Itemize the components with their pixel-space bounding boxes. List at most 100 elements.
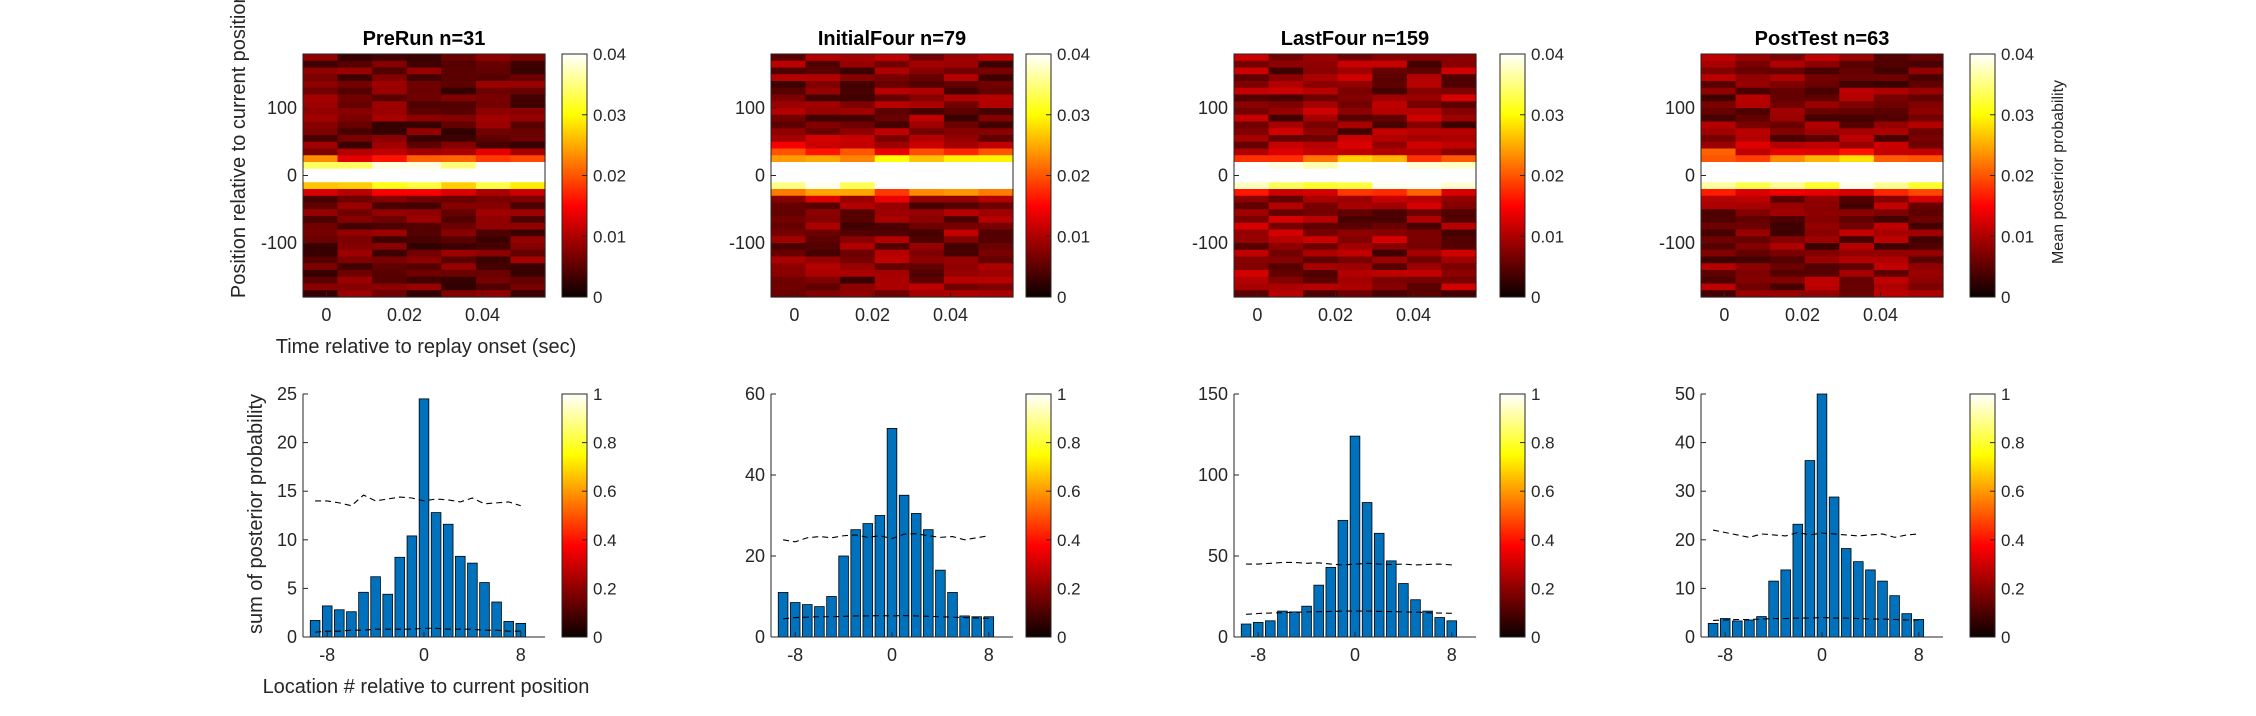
bar [503, 621, 514, 638]
heatmap-cell [475, 195, 512, 204]
heatmap-cell [1701, 283, 1737, 291]
heatmap-cell [805, 216, 841, 224]
heatmap-cell [1303, 202, 1339, 210]
heatmap-cell [978, 202, 1014, 210]
heatmap-cell [510, 74, 546, 82]
y-tick-label: 150 [1198, 384, 1228, 404]
heatmap-cell [1735, 114, 1771, 123]
heatmap-cell [1839, 60, 1875, 69]
heatmap-cell [475, 60, 512, 69]
bar [467, 562, 478, 638]
heatmap-cell [1372, 256, 1408, 264]
heatmap-cell [406, 67, 442, 75]
heatmap-cell [771, 175, 807, 183]
heatmap-cell [1735, 135, 1771, 143]
heatmap-cell [1406, 195, 1443, 204]
heatmap-cell [909, 155, 945, 163]
y-tick-label: 30 [1675, 481, 1695, 501]
upper-dashed-line [315, 494, 521, 507]
heatmap-cell [805, 243, 841, 251]
heatmap-cell [840, 202, 876, 210]
heatmap-cell [372, 283, 408, 291]
bar [935, 569, 946, 638]
heatmap-cell [1372, 236, 1408, 244]
x-tick-label: 0 [1252, 305, 1262, 325]
heatmap-cell [475, 229, 512, 237]
heatmap-cell [1234, 87, 1270, 96]
y-tick-label: -100 [1192, 233, 1228, 253]
heatmap-cell [1337, 67, 1373, 75]
heatmap-cell [1839, 229, 1875, 237]
colorbar-tick-label: 0.4 [593, 531, 617, 550]
heatmap-cell [1735, 74, 1771, 82]
bar [1313, 584, 1324, 638]
heatmap-cell [510, 263, 546, 271]
heatmap-cell [805, 67, 841, 75]
y-tick-label: 0 [1218, 166, 1228, 186]
heatmap-cell [1268, 236, 1304, 244]
heatmap-cell [874, 108, 910, 116]
heatmap-cell [978, 283, 1014, 291]
heatmap-cell [1234, 270, 1270, 278]
heatmap-cell [978, 114, 1014, 123]
heatmap-cell [1804, 249, 1840, 258]
heatmap-cell [943, 60, 980, 69]
heatmap-cell [1701, 243, 1737, 251]
bar [1410, 599, 1421, 638]
bar [1422, 610, 1433, 638]
heatmap-cell [1406, 168, 1443, 177]
heatmap-cell [1873, 94, 1910, 102]
heatmap-cell [303, 128, 339, 136]
top-colorbar-label: Mean posterior probability [2050, 80, 2067, 264]
colorbar-top-1: 0 0.01 0.02 0.03 0.04 [1025, 45, 1090, 307]
heatmap-cell [1372, 229, 1408, 237]
heatmap-cell [1234, 189, 1270, 197]
heatmap-cell [909, 108, 945, 116]
x-tick-label: -8 [1717, 645, 1733, 665]
heatmap-cell [1303, 135, 1339, 143]
heatmap-cell [1873, 209, 1910, 217]
heatmap-cell [874, 175, 910, 183]
heatmap-cell [840, 141, 876, 150]
heatmap-cell [1441, 249, 1477, 258]
heatmap-cell [1873, 202, 1910, 210]
heatmap-cell [978, 87, 1014, 96]
heatmap-cell [441, 67, 477, 75]
y-tick-label: 20 [277, 433, 297, 453]
colorbar-tick-label: 0.2 [593, 579, 617, 598]
heatmap-cell [874, 202, 910, 210]
heatmap-cell [1337, 256, 1373, 264]
heatmap-cell [1441, 108, 1477, 116]
heatmap-cell [1372, 168, 1408, 177]
heatmap-cell [1372, 175, 1408, 183]
heatmap-cell [1234, 162, 1270, 170]
bar [1889, 595, 1900, 638]
heatmap-cell [909, 249, 945, 258]
colorbar-tick-label: 0.2 [2001, 579, 2025, 598]
heatmap-cell [441, 209, 477, 217]
heatmap-cell [1839, 243, 1875, 251]
heatmap-cell [1268, 114, 1304, 123]
heatmap-cell [909, 54, 945, 62]
heatmap-cell [1804, 101, 1840, 109]
heatmap-cell [1701, 67, 1737, 75]
heatmap-cell [1735, 175, 1771, 183]
heatmap-cell [337, 155, 373, 163]
heatmap-cell [1406, 74, 1443, 82]
heatmap-cell [1234, 229, 1270, 237]
heatmap-cell [1372, 263, 1408, 271]
heatmap-cell [1337, 175, 1373, 183]
heatmap-cell [1701, 229, 1737, 237]
heatmap-cell [840, 81, 876, 89]
heatmap-cell [771, 108, 807, 116]
heatmap-cell [909, 141, 945, 150]
heatmap-cell [909, 216, 945, 224]
heatmap-cell [1234, 108, 1270, 116]
heatmap-cell [771, 243, 807, 251]
heatmap-cell [943, 202, 980, 210]
heatmap-cell [1770, 121, 1806, 129]
bar [1732, 620, 1743, 638]
lower-dashed-line [783, 614, 989, 620]
heatmap-cell [874, 290, 910, 298]
y-tick-label: 5 [287, 578, 297, 598]
